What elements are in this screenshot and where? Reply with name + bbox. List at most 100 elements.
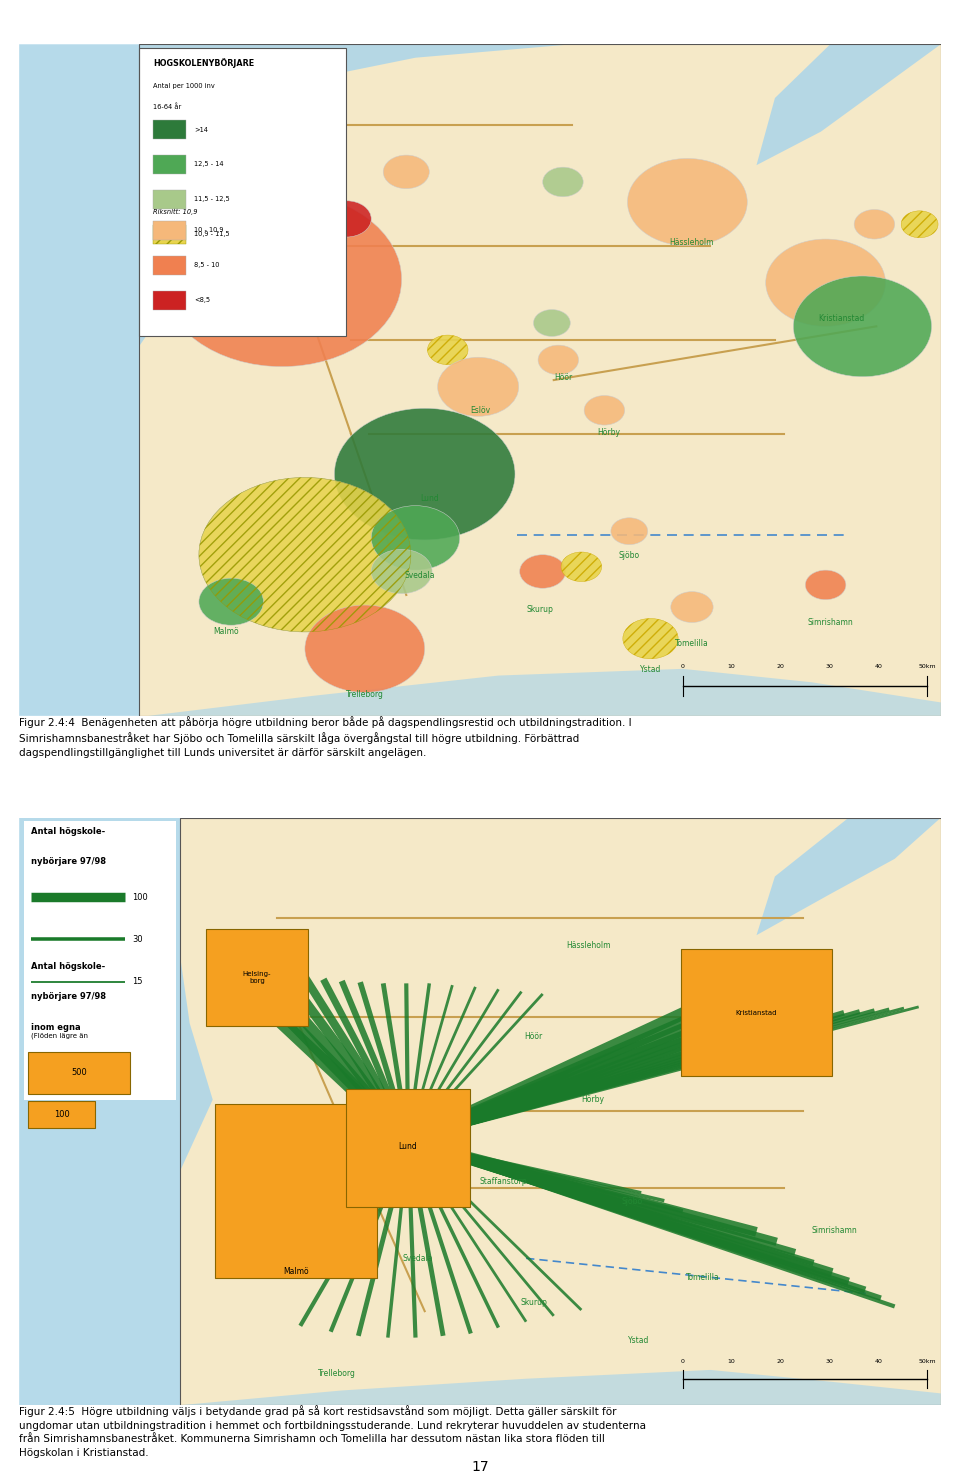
Text: 50km: 50km	[918, 1359, 936, 1364]
Bar	[139, 44, 941, 716]
Polygon shape	[148, 669, 941, 716]
Circle shape	[793, 276, 931, 376]
Polygon shape	[19, 44, 176, 716]
Text: Helsingborg: Helsingborg	[263, 314, 309, 323]
Text: Svedala: Svedala	[402, 1253, 433, 1262]
Text: Figur 2.4:4  Benägenheten att påbörja högre utbildning beror både på dagspendlin: Figur 2.4:4 Benägenheten att påbörja hög…	[19, 716, 632, 757]
Text: 12,5 - 14: 12,5 - 14	[194, 161, 224, 167]
Text: nybörjare 97/98: nybörjare 97/98	[31, 992, 107, 1001]
Text: Trelleborg: Trelleborg	[318, 1368, 356, 1377]
Circle shape	[438, 357, 518, 416]
Text: Kristianstad: Kristianstad	[735, 1010, 778, 1015]
Text: 20: 20	[777, 1359, 784, 1364]
Text: HOGSKOLENYBÖRJARE: HOGSKOLENYBÖRJARE	[153, 58, 254, 68]
Text: Skurup: Skurup	[520, 1299, 547, 1308]
Text: Trelleborg: Trelleborg	[346, 691, 384, 700]
Text: Antal högskolе-: Antal högskolе-	[31, 962, 106, 971]
Text: Figur 2.4:5  Högre utbildning väljs i betydande grad på så kort restidsavstånd s: Figur 2.4:5 Högre utbildning väljs i bet…	[19, 1405, 646, 1458]
Text: 17: 17	[471, 1460, 489, 1475]
Text: 30: 30	[826, 1359, 833, 1364]
Text: Tomelilla: Tomelilla	[675, 639, 708, 648]
Circle shape	[538, 345, 579, 375]
Text: Antal per 1000 inv: Antal per 1000 inv	[153, 83, 215, 89]
Circle shape	[561, 552, 602, 582]
Text: nybörjare 97/98: nybörjare 97/98	[31, 858, 107, 866]
Text: Kristianstad: Kristianstad	[818, 314, 864, 323]
Text: 500: 500	[71, 1069, 87, 1077]
Circle shape	[901, 211, 938, 238]
Text: >14: >14	[194, 127, 208, 133]
Bar	[139, 44, 941, 716]
Text: Riksnitt: 10,9: Riksnitt: 10,9	[153, 208, 198, 215]
Text: 11,5 - 12,5: 11,5 - 12,5	[194, 196, 230, 202]
Text: Ystad: Ystad	[639, 666, 661, 675]
Text: (Flöden lägre än: (Flöden lägre än	[31, 1032, 88, 1039]
Text: 30: 30	[826, 664, 833, 669]
Text: 100: 100	[54, 1110, 69, 1119]
Text: Helsing-
borg: Helsing- borg	[243, 971, 272, 984]
Text: 15: 15	[132, 977, 143, 986]
Circle shape	[534, 310, 570, 337]
Circle shape	[199, 477, 411, 632]
Circle shape	[427, 335, 468, 365]
Polygon shape	[180, 1370, 941, 1405]
Text: 0: 0	[681, 1359, 684, 1364]
Text: Simrishamn: Simrishamn	[807, 618, 853, 627]
Polygon shape	[756, 818, 941, 936]
Circle shape	[372, 506, 460, 570]
Text: 50km: 50km	[918, 664, 936, 669]
Bar	[681, 949, 832, 1076]
Text: Lund: Lund	[398, 1142, 418, 1151]
Text: 10 - 10,9: 10 - 10,9	[194, 227, 224, 233]
Circle shape	[854, 210, 895, 239]
Polygon shape	[19, 818, 213, 1405]
Circle shape	[372, 549, 432, 593]
Text: Hörby: Hörby	[581, 1095, 604, 1104]
Text: 15 redovisad ej): 15 redovisad ej)	[31, 1060, 87, 1067]
Circle shape	[162, 192, 401, 366]
Text: Malmö: Malmö	[214, 627, 239, 636]
Circle shape	[628, 158, 747, 245]
Text: <8,5: <8,5	[194, 297, 210, 303]
Text: 10,9 - 11,5: 10,9 - 11,5	[194, 232, 230, 238]
Circle shape	[199, 579, 263, 626]
Bar	[153, 155, 186, 174]
Bar	[206, 930, 307, 1026]
Text: inom egna: inom egna	[31, 1023, 81, 1032]
Text: Hässleholm: Hässleholm	[670, 238, 714, 246]
Bar	[29, 1051, 130, 1094]
Circle shape	[322, 201, 372, 238]
Circle shape	[542, 167, 584, 196]
Bar	[153, 120, 186, 139]
Bar	[153, 221, 186, 239]
Text: Sjöbo: Sjöbo	[619, 552, 640, 561]
Circle shape	[584, 396, 625, 425]
Text: Svedala: Svedala	[405, 571, 435, 580]
Bar	[153, 291, 186, 310]
Circle shape	[334, 409, 515, 540]
Text: Sjöbo: Sjöbo	[621, 1197, 642, 1206]
Text: Staffanstorp: Staffanstorp	[480, 1178, 528, 1187]
Circle shape	[805, 570, 846, 599]
Circle shape	[305, 605, 424, 692]
Text: Hässleholm: Hässleholm	[566, 942, 611, 951]
Text: Hörby: Hörby	[597, 428, 620, 437]
Text: 8,5 - 10: 8,5 - 10	[194, 263, 220, 269]
Text: 40: 40	[875, 664, 882, 669]
Bar	[153, 224, 186, 244]
Text: Malmö: Malmö	[283, 1266, 308, 1275]
Circle shape	[766, 239, 885, 326]
Circle shape	[519, 555, 565, 589]
Text: 40: 40	[875, 1359, 882, 1364]
Bar	[347, 1089, 469, 1206]
Text: Tomelilla: Tomelilla	[686, 1272, 720, 1283]
Text: Eslöv: Eslöv	[470, 406, 490, 415]
Circle shape	[383, 155, 429, 189]
Text: 0: 0	[681, 664, 684, 669]
Text: Simrishamn: Simrishamn	[812, 1227, 857, 1235]
Circle shape	[671, 592, 713, 623]
Text: Skurup: Skurup	[526, 605, 553, 614]
Text: 30: 30	[132, 934, 143, 943]
Circle shape	[611, 518, 648, 545]
Text: 100: 100	[132, 893, 148, 902]
